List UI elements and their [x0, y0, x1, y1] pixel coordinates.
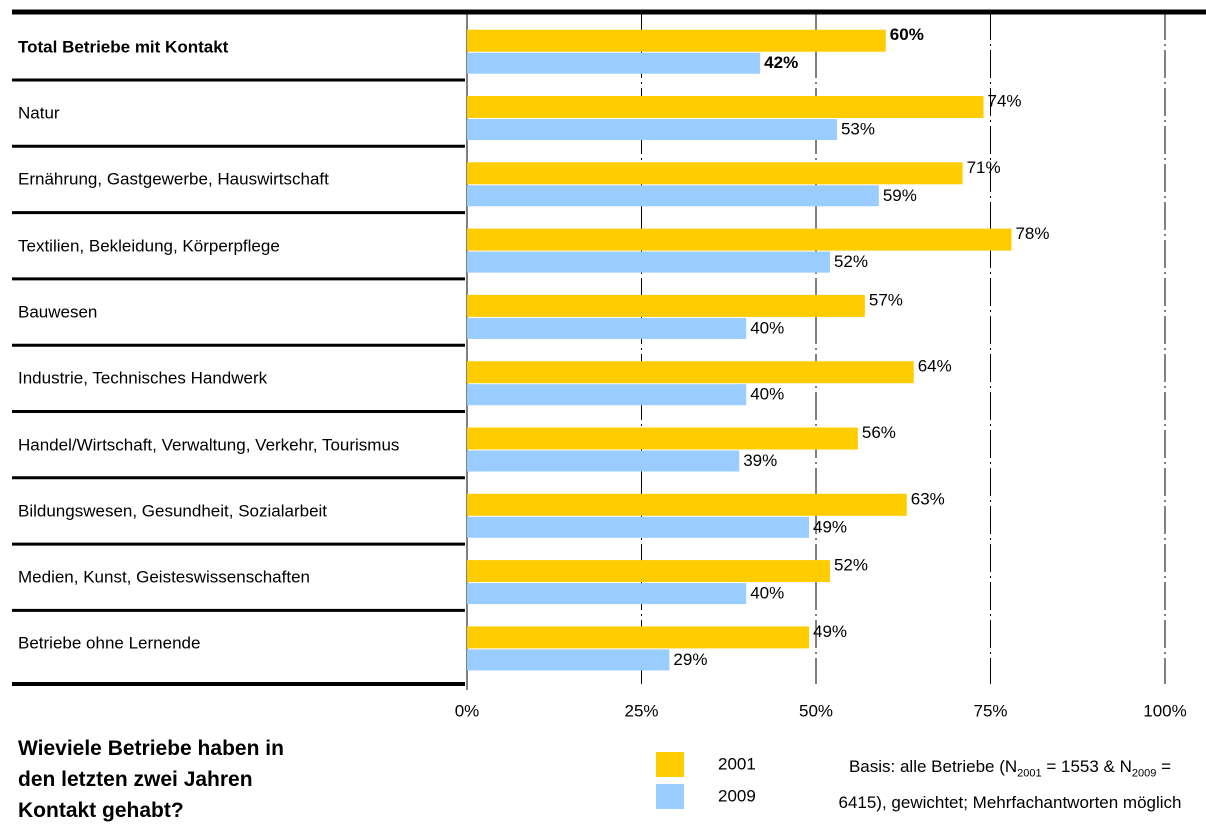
value-label: 40% — [750, 318, 784, 337]
value-label: 52% — [834, 556, 868, 575]
note-sub: 2009 — [1131, 767, 1157, 780]
bar — [467, 96, 984, 118]
note-text: Basis: alle Betriebe (N — [848, 757, 1018, 776]
bar — [467, 251, 830, 273]
bar — [467, 52, 761, 74]
bar — [467, 384, 747, 406]
value-label: 59% — [883, 186, 917, 205]
value-label: 63% — [911, 489, 945, 508]
note-sub: 2001 — [1017, 767, 1042, 780]
note-text: = 1553 & N — [1041, 757, 1132, 776]
bar — [467, 427, 858, 450]
x-tick-label: 100% — [1143, 701, 1186, 720]
value-label: 71% — [967, 158, 1001, 177]
x-tick-label: 50% — [799, 701, 833, 720]
bar — [467, 317, 747, 339]
value-label: 78% — [1015, 224, 1049, 243]
bar — [467, 493, 907, 516]
legend-label: 2001 — [718, 754, 756, 773]
category-label: Bauwesen — [18, 302, 98, 322]
value-label: 40% — [750, 385, 784, 404]
legend-swatch — [656, 784, 684, 809]
x-tick-label: 75% — [973, 701, 1007, 720]
category-label: Bildungswesen, Gesundheit, Sozialarbeit — [18, 501, 328, 521]
x-tick-label: 0% — [455, 701, 480, 720]
value-label: 53% — [841, 119, 875, 138]
category-label: Medien, Kunst, Geisteswissenschaften — [18, 567, 310, 587]
bar — [467, 649, 670, 671]
note: Basis: alle Betriebe (N2001 = 1553 & N20… — [830, 752, 1190, 817]
value-label: 42% — [764, 53, 798, 72]
value-label: 57% — [869, 290, 903, 309]
bar — [467, 583, 747, 605]
value-label: 39% — [743, 451, 777, 470]
bar — [467, 162, 963, 185]
bar — [467, 361, 914, 384]
bar — [467, 450, 740, 472]
category-label: Betriebe ohne Lernende — [18, 633, 201, 653]
value-label: 64% — [918, 357, 952, 376]
category-label: Natur — [18, 103, 60, 123]
category-label: Handel/Wirtschaft, Verwaltung, Verkehr, … — [18, 435, 400, 454]
category-label: Ernährung, Gastgewerbe, Hauswirtschaft — [18, 169, 329, 189]
bar — [467, 294, 865, 317]
value-label: 60% — [890, 25, 924, 44]
legend-label: 2009 — [718, 786, 756, 805]
category-label: Textilien, Bekleidung, Körperpflege — [18, 236, 280, 256]
value-label: 29% — [673, 650, 707, 669]
x-tick-label: 25% — [624, 701, 658, 720]
bar — [467, 560, 830, 583]
value-label: 40% — [750, 584, 784, 603]
chart-title: Wieviele Betriebe haben in den letzten z… — [18, 737, 284, 822]
value-label: 49% — [813, 622, 847, 641]
value-label: 49% — [813, 517, 847, 536]
value-label: 56% — [862, 423, 896, 442]
bar — [467, 185, 879, 207]
bar — [467, 516, 810, 538]
category-label: Total Betriebe mit Kontakt — [18, 37, 229, 57]
bar — [467, 228, 1012, 251]
bar — [467, 29, 886, 52]
value-label: 52% — [834, 252, 868, 271]
value-label: 74% — [988, 91, 1022, 110]
category-label: Industrie, Technisches Handwerk — [18, 368, 268, 388]
note-text: = 6415), gewichtet; Mehrfachantworten mö… — [838, 757, 1182, 813]
bar — [467, 626, 810, 649]
legend-swatch — [656, 752, 684, 777]
bar — [467, 119, 837, 140]
